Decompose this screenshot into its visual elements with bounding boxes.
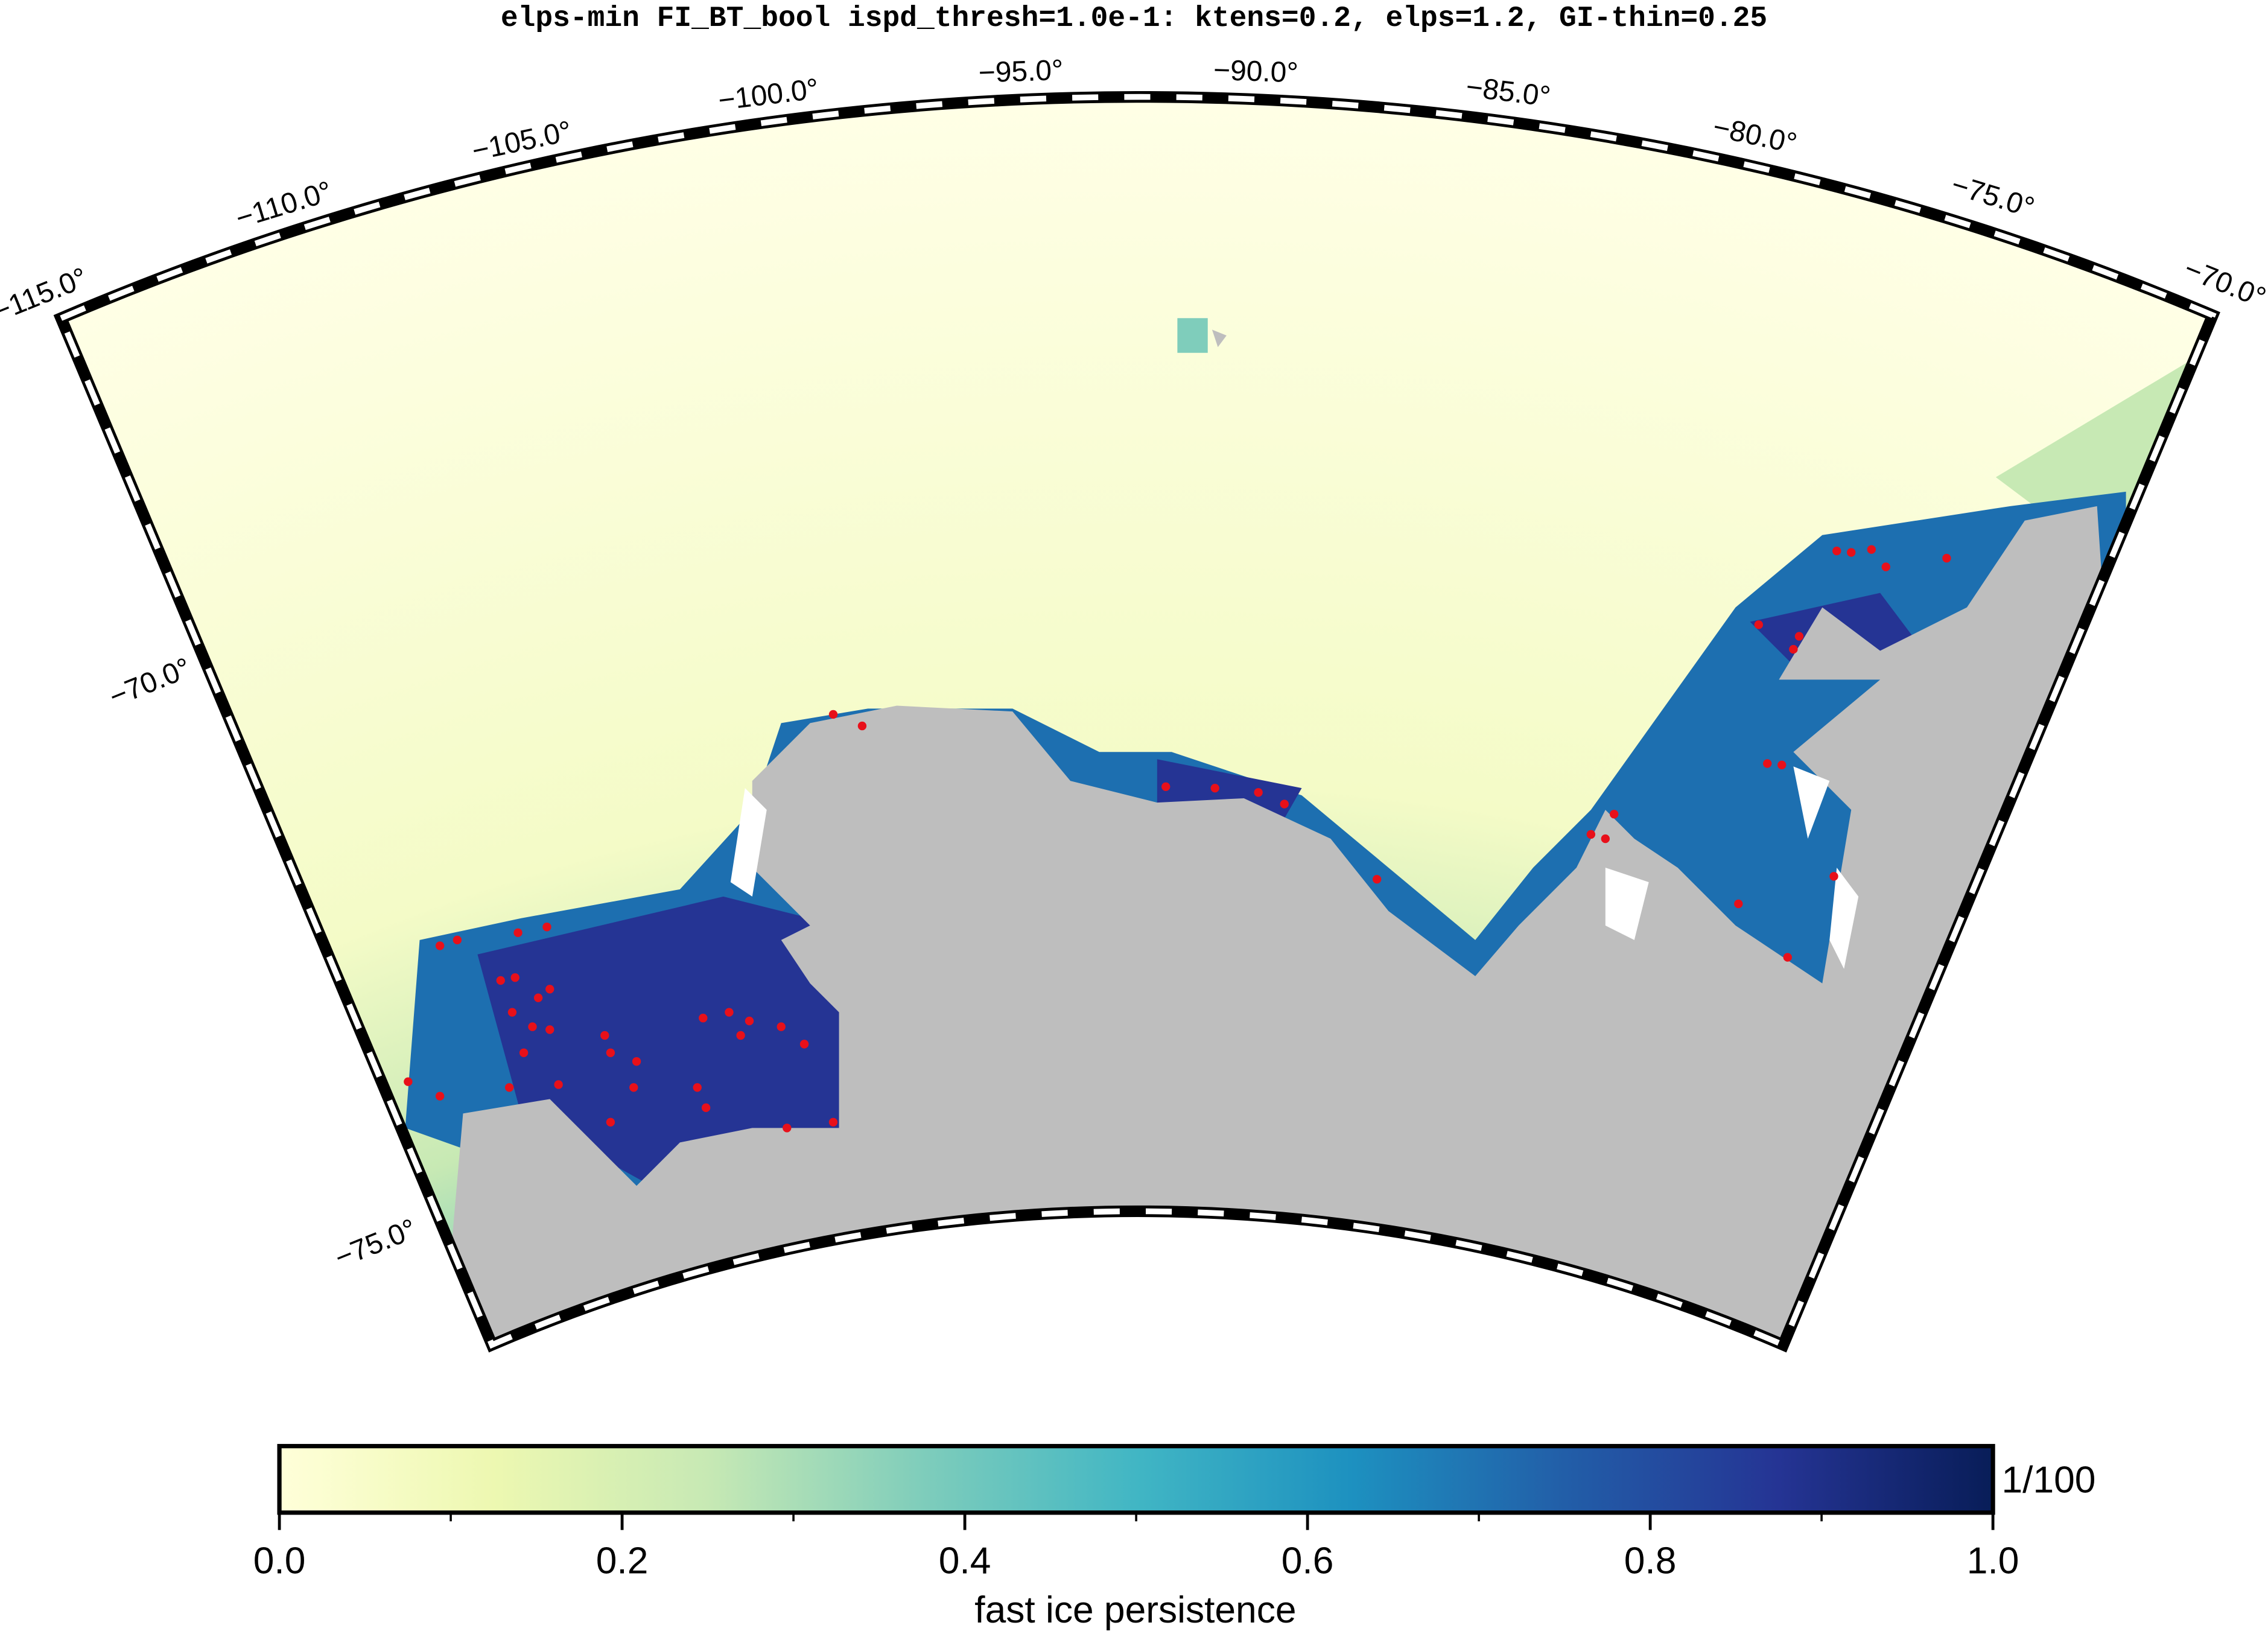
colorbar-tick-label: 0.0 (253, 1540, 306, 1582)
lon-label: −85.0° (1464, 71, 1552, 113)
colorbar: 1/100 fast ice persistence 0.0 0.2 0.4 0.6 0… (253, 1444, 2095, 1631)
colorbar-tick-label: 0.6 (1282, 1540, 1334, 1582)
island-ice (1177, 318, 1208, 353)
lon-label: −95.0° (978, 54, 1064, 89)
colorbar-tick-label: 0.4 (939, 1540, 991, 1582)
lon-label: −100.0° (717, 73, 821, 117)
map-area (61, 97, 2213, 1345)
colorbar-tick-label: 0.8 (1624, 1540, 1677, 1582)
colorbar-ramp (277, 1444, 1995, 1515)
title: elps-min FI_BT_bool ispd_thresh=1.0e-1: … (501, 2, 1767, 35)
lon-label: −75.0° (1948, 169, 2038, 224)
lon-label: −90.0° (1213, 54, 1298, 89)
colorbar-tick-label: 0.2 (596, 1540, 649, 1582)
colorbar-tick-label: 1.0 (1967, 1540, 2019, 1582)
colorbar-label: fast ice persistence (974, 1589, 1296, 1631)
fast-ice (477, 896, 854, 1186)
land (434, 506, 2112, 1345)
lon-label: −80.0° (1710, 111, 1799, 160)
island (1212, 329, 1227, 348)
lat-label: −75.0° (331, 1213, 421, 1274)
grounded-icebergs (404, 545, 1951, 1133)
lat-label: −70.0° (105, 652, 195, 713)
colorbar-unit: 1/100 (2001, 1459, 2095, 1501)
map-frame-dashes (57, 94, 2217, 1349)
